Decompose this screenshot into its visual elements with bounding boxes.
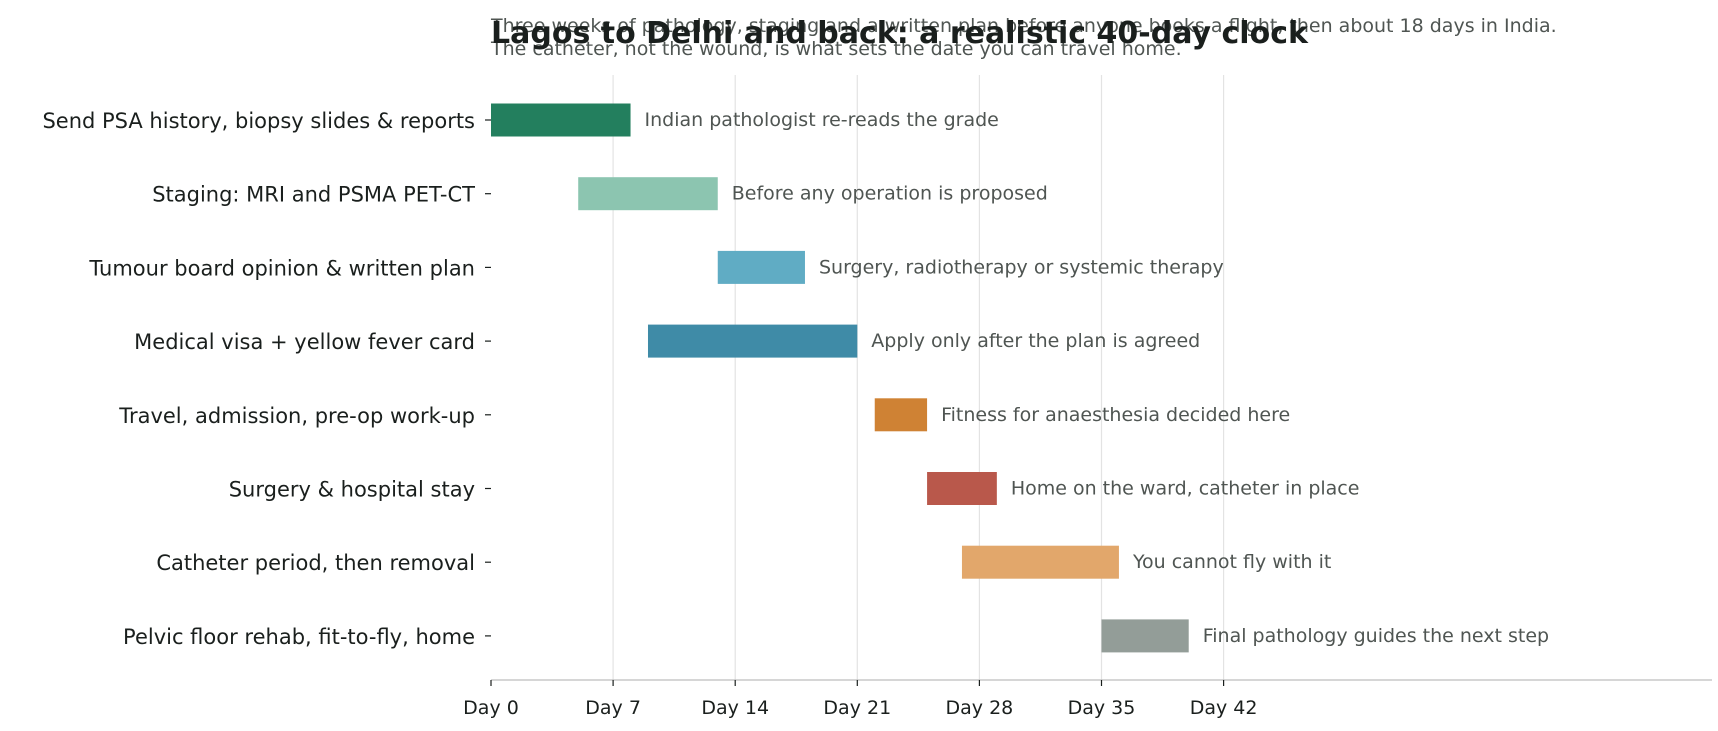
- task-annotation: Apply only after the plan is agreed: [871, 330, 1200, 352]
- task-label: Catheter period, then removal: [156, 551, 475, 575]
- task-annotations: Indian pathologist re-reads the grade Bef…: [645, 109, 1550, 647]
- task-label: Pelvic floor rehab, fit-to-fly, home: [123, 625, 475, 649]
- task-annotation: Surgery, radiotherapy or systemic therap…: [819, 256, 1224, 278]
- x-tick-label: Day 35: [1068, 697, 1136, 719]
- task-label: Staging: MRI and PSMA PET-CT: [152, 183, 475, 207]
- x-tick-label: Day 7: [585, 697, 641, 719]
- x-axis-ticks: Day 0 Day 7 Day 14 Day 21 Day 28 Day 35 Day 42: [463, 680, 1257, 719]
- task-label: Send PSA history, biopsy slides & report…: [42, 109, 475, 133]
- task-bar: [1101, 619, 1189, 653]
- chart-subtitle-line-1: Three weeks of pathology, staging and a …: [490, 15, 1557, 37]
- task-annotation: Before any operation is proposed: [732, 183, 1048, 205]
- task-annotation: Fitness for anaesthesia decided here: [941, 404, 1290, 426]
- x-tick-label: Day 42: [1190, 697, 1258, 719]
- task-bar: [874, 398, 928, 432]
- task-bar: [491, 103, 631, 137]
- x-tick-label: Day 0: [463, 697, 519, 719]
- task-bar: [927, 472, 997, 505]
- task-annotation: Final pathology guides the next step: [1203, 625, 1549, 647]
- task-bar: [647, 324, 858, 358]
- task-annotation: You cannot fly with it: [1132, 551, 1331, 573]
- task-labels: Send PSA history, biopsy slides & report…: [42, 109, 491, 649]
- task-label: Medical visa + yellow fever card: [134, 330, 475, 354]
- task-annotation: Home on the ward, catheter in place: [1011, 478, 1360, 500]
- x-tick-label: Day 14: [701, 697, 769, 719]
- x-tick-label: Day 21: [823, 697, 891, 719]
- task-label: Tumour board opinion & written plan: [88, 256, 475, 280]
- grid-lines: [612, 75, 1225, 680]
- task-label: Travel, admission, pre-op work-up: [118, 404, 475, 428]
- task-bar: [717, 250, 805, 284]
- task-label: Surgery & hospital stay: [229, 478, 475, 502]
- task-bars: [491, 103, 1189, 653]
- x-tick-label: Day 28: [946, 697, 1014, 719]
- task-bar: [961, 545, 1119, 579]
- task-bar: [578, 177, 718, 211]
- task-annotation: Indian pathologist re-reads the grade: [645, 109, 999, 131]
- chart-title: Lagos to Delhi and back: a realistic 40-…: [491, 16, 1309, 51]
- chart-subtitle-line-2: The catheter, not the wound, is what set…: [490, 38, 1182, 60]
